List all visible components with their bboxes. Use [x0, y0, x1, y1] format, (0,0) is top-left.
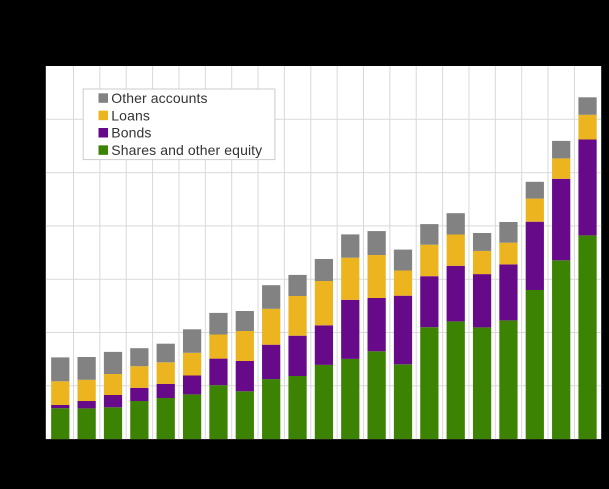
svg-text:Loans: Loans [111, 107, 150, 123]
svg-text:Shares and other equity: Shares and other equity [111, 142, 262, 158]
svg-text:Bonds: Bonds [111, 125, 151, 141]
svg-text:Other accounts: Other accounts [111, 90, 207, 106]
